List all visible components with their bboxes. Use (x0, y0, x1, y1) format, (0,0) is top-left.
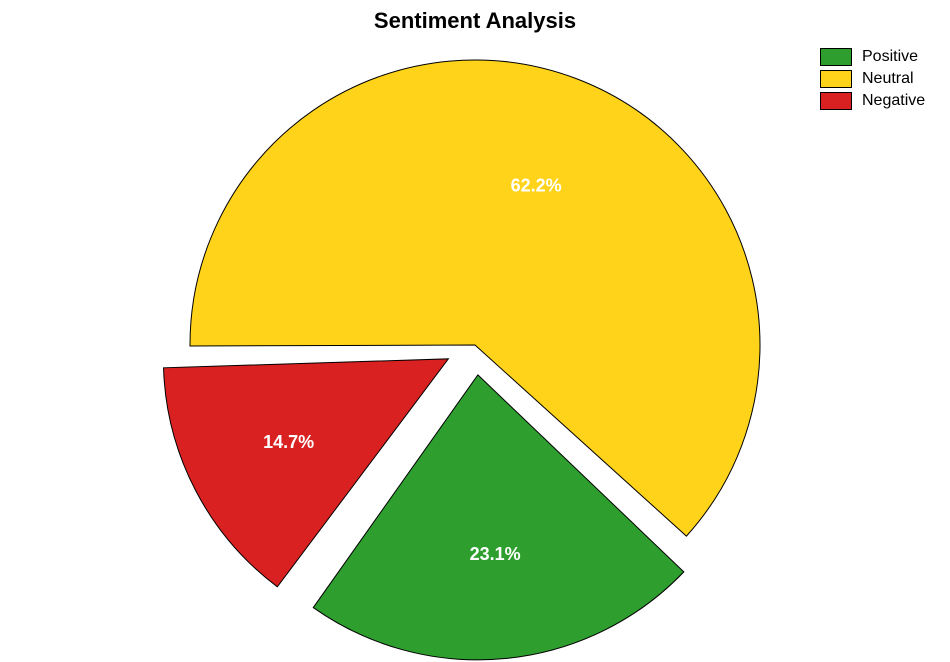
legend-item: Neutral (820, 70, 925, 88)
legend-item: Positive (820, 48, 925, 66)
legend-label: Negative (862, 92, 925, 110)
legend-swatch (820, 48, 852, 66)
legend-swatch (820, 70, 852, 88)
pie-slice-label: 14.7% (263, 432, 314, 452)
legend-label: Neutral (862, 70, 914, 88)
pie-chart: 62.2% 23.1% 14.7% (0, 0, 950, 662)
pie-slice-label: 23.1% (470, 544, 521, 564)
legend-swatch (820, 92, 852, 110)
chart-container: Sentiment Analysis 62.2%23.1%14.7% Posit… (0, 0, 950, 662)
legend-label: Positive (862, 48, 918, 66)
legend-item: Negative (820, 92, 925, 110)
pie-slice-label: 62.2% (511, 175, 562, 195)
chart-legend: Positive Neutral Negative (820, 48, 925, 114)
